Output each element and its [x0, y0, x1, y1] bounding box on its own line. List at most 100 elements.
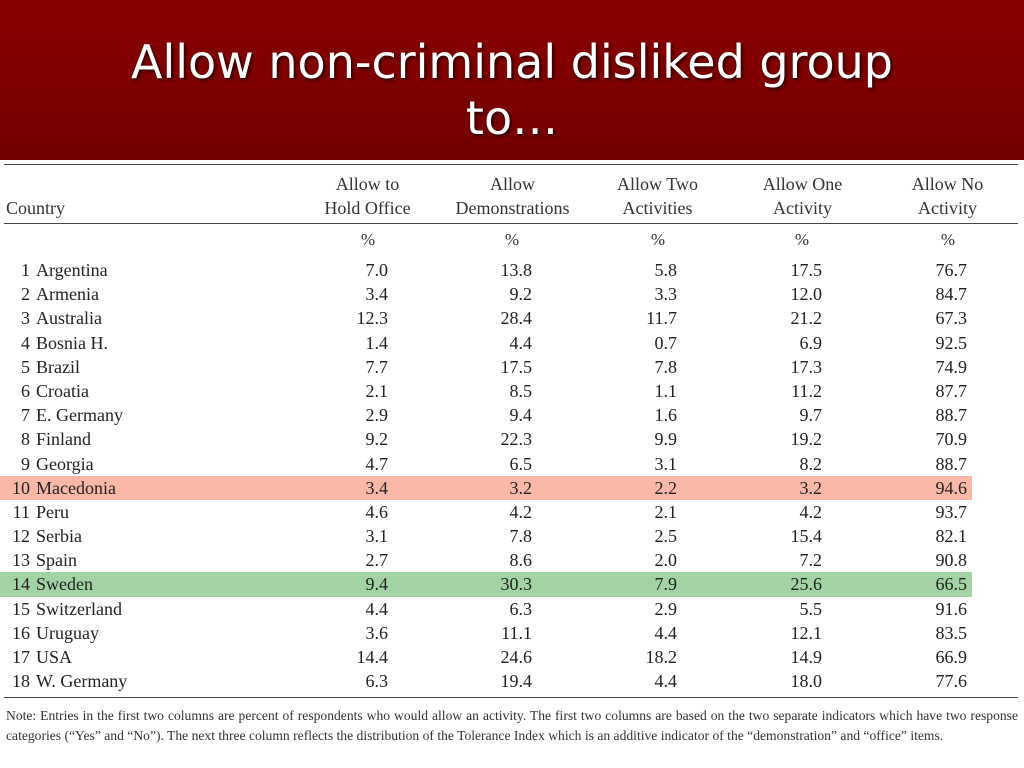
- cell-demonstrations: 6.5: [509, 453, 533, 474]
- table-document: Country Allow to Hold Office Allow Demon…: [0, 160, 1024, 768]
- unit-two-activities: %: [650, 230, 666, 249]
- row-number: 16: [12, 622, 30, 643]
- row-country: USA: [36, 647, 73, 667]
- table-row: 11 Peru 4.6 4.2 2.1 4.2 93.7: [0, 500, 1024, 524]
- cell-hold-office: 12.3: [356, 308, 389, 329]
- cell-demonstrations: 24.6: [500, 647, 533, 667]
- cell-two-activities: 2.1: [654, 501, 678, 522]
- cell-two-activities: 1.1: [654, 380, 678, 401]
- cell-hold-office: 7.7: [365, 356, 389, 377]
- row-number: 18: [12, 671, 30, 692]
- cell-two-activities: 9.9: [654, 429, 678, 450]
- cell-hold-office: 3.4: [365, 477, 389, 498]
- table-row: 8 Finland 9.2 22.3 9.9 19.2 70.9: [0, 427, 1024, 451]
- table-row: 12 Serbia 3.1 7.8 2.5 15.4 82.1: [0, 524, 1024, 548]
- cell-one-activity: 4.2: [799, 501, 823, 522]
- cell-hold-office: 4.4: [365, 598, 389, 619]
- cell-demonstrations: 3.2: [509, 477, 533, 498]
- cell-one-activity: 6.9: [799, 332, 823, 353]
- cell-two-activities: 7.9: [654, 574, 678, 595]
- cell-demonstrations: 22.3: [500, 429, 533, 450]
- cell-two-activities: 1.6: [654, 405, 678, 426]
- units-row: % % % % %: [0, 230, 1024, 252]
- cell-one-activity: 7.2: [799, 550, 823, 571]
- header-hold-office-line-2: Hold Office: [324, 198, 411, 218]
- cell-hold-office: 2.7: [365, 550, 389, 571]
- table-row: 3 Australia 12.3 28.4 11.7 21.2 67.3: [0, 306, 1024, 330]
- cell-two-activities: 2.2: [654, 477, 678, 498]
- cell-hold-office: 3.1: [365, 526, 389, 547]
- cell-one-activity: 5.5: [799, 598, 823, 619]
- table-note: Note: Entries in the first two columns a…: [6, 708, 1018, 743]
- cell-one-activity: 17.5: [790, 260, 823, 280]
- cell-no-activity: 88.7: [935, 405, 968, 426]
- cell-demonstrations: 8.6: [509, 550, 533, 571]
- row-number: 3: [21, 308, 30, 329]
- table-body: 1 Argentina 7.0 13.8 5.8 17.5 76.7 2 Armenia 3.4 9…: [0, 258, 1024, 693]
- table-row: 2 Armenia 3.4 9.2 3.3 12.0 84.7: [0, 282, 1024, 306]
- cell-hold-office: 6.3: [365, 671, 389, 692]
- table-row: 14 Sweden 9.4 30.3 7.9 25.6 66.5: [0, 572, 972, 597]
- unit-one-activity: %: [794, 230, 810, 249]
- cell-hold-office: 9.4: [365, 574, 389, 595]
- table-row: 17 USA 14.4 24.6 18.2 14.9 66.9: [0, 645, 1024, 669]
- cell-demonstrations: 30.3: [500, 574, 533, 595]
- table-row: 6 Croatia 2.1 8.5 1.1 11.2 87.7: [0, 379, 1024, 403]
- cell-one-activity: 11.2: [791, 380, 822, 401]
- row-country: Brazil: [36, 356, 80, 377]
- table-row: 5 Brazil 7.7 17.5 7.8 17.3 74.9: [0, 355, 1024, 379]
- table-bottom-rule: [4, 697, 1018, 698]
- row-number: 9: [21, 453, 30, 474]
- cell-hold-office: 3.6: [365, 622, 389, 643]
- header-demonstrations-line-1: Allow: [490, 174, 535, 194]
- cell-hold-office: 9.2: [365, 429, 389, 450]
- cell-hold-office: 4.7: [365, 453, 389, 474]
- row-number: 4: [21, 332, 30, 353]
- cell-two-activities: 5.8: [654, 260, 678, 280]
- header-two-activities: Allow Two Activities: [595, 172, 720, 220]
- cell-two-activities: 2.0: [654, 550, 678, 571]
- row-number: 2: [21, 284, 30, 305]
- cell-hold-office: 4.6: [365, 501, 389, 522]
- header-one-activity: Allow One Activity: [740, 172, 865, 220]
- row-country: Argentina: [36, 260, 108, 280]
- cell-one-activity: 17.3: [790, 356, 823, 377]
- row-number: 6: [21, 380, 30, 401]
- header-demonstrations-line-2: Demonstrations: [455, 198, 570, 218]
- row-country: Macedonia: [36, 477, 116, 498]
- row-number: 17: [12, 647, 30, 667]
- cell-demonstrations: 28.4: [500, 308, 533, 329]
- cell-demonstrations: 9.4: [509, 405, 533, 426]
- cell-no-activity: 87.7: [935, 380, 968, 401]
- slide-title: Allow non-criminal disliked group to…: [0, 0, 1024, 160]
- row-number: 15: [12, 598, 30, 619]
- cell-two-activities: 4.4: [654, 671, 678, 692]
- header-hold-office: Allow to Hold Office: [300, 172, 435, 220]
- cell-no-activity: 88.7: [935, 453, 968, 474]
- row-country: Serbia: [36, 526, 82, 547]
- row-country: Peru: [36, 501, 69, 522]
- cell-no-activity: 82.1: [935, 526, 968, 547]
- cell-one-activity: 12.0: [790, 284, 823, 305]
- cell-hold-office: 7.0: [365, 260, 389, 280]
- row-number: 8: [21, 429, 30, 450]
- cell-no-activity: 76.7: [935, 260, 968, 280]
- row-number: 13: [12, 550, 30, 571]
- cell-hold-office: 14.4: [356, 647, 389, 667]
- cell-one-activity: 18.0: [790, 671, 823, 692]
- row-country: Uruguay: [36, 622, 99, 643]
- cell-two-activities: 3.1: [654, 453, 678, 474]
- header-no-activity: Allow No Activity: [885, 172, 1010, 220]
- cell-demonstrations: 4.2: [509, 501, 533, 522]
- cell-no-activity: 83.5: [935, 622, 968, 643]
- row-country: Croatia: [36, 380, 89, 401]
- row-country: Switzerland: [36, 598, 122, 619]
- slide-title-line-1: Allow non-criminal disliked group: [130, 35, 893, 89]
- cell-hold-office: 2.1: [365, 380, 389, 401]
- unit-no-activity: %: [940, 230, 956, 249]
- table-top-rule: [4, 164, 1018, 165]
- table-row: 16 Uruguay 3.6 11.1 4.4 12.1 83.5: [0, 621, 1024, 645]
- cell-hold-office: 1.4: [365, 332, 389, 353]
- cell-one-activity: 19.2: [790, 429, 823, 450]
- cell-one-activity: 21.2: [790, 308, 823, 329]
